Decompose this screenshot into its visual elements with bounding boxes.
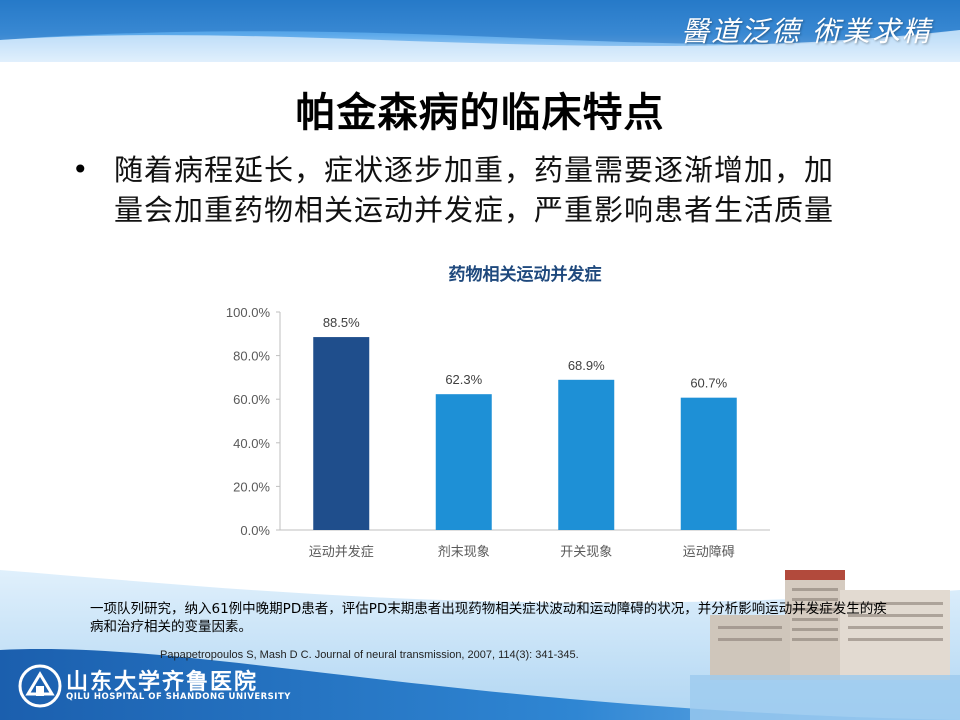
- bar-chart: 药物相关运动并发症 0.0% 20.0% 40.0% 60.0% 80.0% 100.0% 8…: [190, 250, 790, 580]
- y-tick-label: 80.0%: [233, 349, 270, 364]
- bar-value-label: 88.5%: [323, 315, 360, 330]
- bar-value-label: 60.7%: [690, 376, 727, 391]
- bar-value-label: 62.3%: [445, 372, 482, 387]
- bar: [680, 397, 737, 530]
- hospital-name: 山东大学齐鲁医院: [66, 669, 259, 695]
- bullet-line-2: 量会加重药物相关运动并发症，严重影响患者生活质量: [114, 193, 835, 227]
- chart-title: 药物相关运动并发症: [449, 264, 602, 285]
- bar-value-label: 68.9%: [568, 358, 605, 373]
- hospital-motto: 醫道泛德 術業求精: [681, 15, 932, 48]
- y-tick-label: 40.0%: [233, 436, 270, 451]
- y-tick-label: 60.0%: [233, 392, 270, 407]
- slide-title: 帕金森病的临床特点: [295, 90, 665, 136]
- bar: [435, 394, 492, 530]
- bar: [558, 379, 615, 530]
- bullet-line-1: 随着病程延长，症状逐步加重，药量需要逐渐增加，加: [114, 153, 835, 187]
- y-tick-label: 20.0%: [233, 479, 270, 494]
- bullet-point: • 随着病程延长，症状逐步加重，药量需要逐渐增加，加 量会加重药物相关运动并发症…: [72, 150, 902, 230]
- hospital-logo-icon: [18, 664, 62, 708]
- bullet-icon: •: [72, 153, 89, 186]
- x-tick-label: 剂末现象: [438, 545, 490, 560]
- bullet-text: 随着病程延长，症状逐步加重，药量需要逐渐增加，加 量会加重药物相关运动并发症，严…: [114, 150, 902, 230]
- citation: Papapetropoulos S, Mash D C. Journal of …: [160, 649, 579, 661]
- hospital-name-english: QILU HOSPITAL OF SHANDONG UNIVERSITY: [66, 692, 291, 702]
- y-tick-label: 100.0%: [226, 305, 271, 320]
- x-tick-label: 运动障碍: [683, 545, 735, 560]
- bar: [313, 337, 370, 530]
- x-tick-label: 运动并发症: [309, 544, 374, 560]
- x-tick-label: 开关现象: [560, 545, 612, 560]
- chart-svg: 药物相关运动并发症 0.0% 20.0% 40.0% 60.0% 80.0% 100.0% 8…: [226, 264, 770, 560]
- y-tick-label: 0.0%: [240, 523, 270, 538]
- hospital-building-image: [690, 570, 960, 720]
- header-wave-decoration: [0, 0, 960, 62]
- study-note: 一项队列研究，纳入61例中晚期PD患者，评估PD末期患者出现药物相关症状波动和运…: [90, 601, 887, 635]
